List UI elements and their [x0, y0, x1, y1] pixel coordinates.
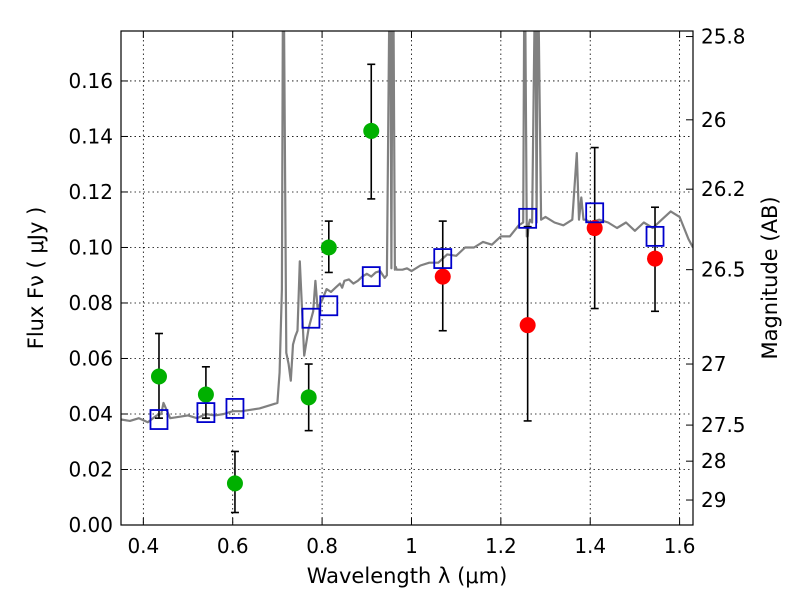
y-axis-label: Flux Fν ( μJy )	[24, 207, 48, 350]
green-data-point	[197, 386, 214, 403]
x-tick-label: 1	[405, 534, 418, 558]
x-tick-label: 1.6	[664, 534, 696, 558]
y-tick-label: 0.14	[68, 124, 113, 148]
y-tick-label: 0.12	[68, 180, 113, 204]
axis-ticks: 0.4 0.6 0.8 1 1.2 1.4 1.6 0.00 0.02 0.04 0.06 0.08 0…	[68, 25, 745, 558]
y2-tick-label: 27	[701, 352, 726, 376]
model-photometry-square	[433, 248, 453, 269]
x-tick-label: 0.4	[127, 534, 159, 558]
red-data-point	[519, 317, 536, 334]
model-photometry-square	[225, 398, 245, 419]
x-axis-label: Wavelength λ (μm)	[307, 564, 508, 588]
y2-tick-label: 26.2	[701, 177, 746, 201]
red-data-point	[434, 268, 451, 285]
green-data-point	[300, 389, 317, 406]
y-tick-label: 0.04	[68, 402, 113, 426]
y-tick-label: 0.02	[68, 457, 113, 481]
y2-tick-label: 28	[701, 449, 726, 473]
model-photometry-square	[645, 225, 665, 247]
model-photometry-square	[518, 207, 538, 229]
x-tick-label: 0.6	[217, 534, 249, 558]
y2-tick-label: 27.5	[701, 413, 746, 437]
model-photometry-square	[319, 295, 339, 317]
green-data-point	[226, 475, 243, 492]
model-photometry-square	[301, 307, 321, 329]
model-photometry-square	[361, 266, 381, 288]
red-data-point	[586, 220, 603, 237]
y2-axis-label: Magnitude (AB)	[758, 196, 782, 359]
y2-tick-label: 26	[701, 108, 726, 132]
x-tick-label: 1.4	[574, 534, 606, 558]
green-data-point	[363, 122, 380, 139]
y2-tick-label: 25.8	[701, 25, 746, 49]
red-data-point	[647, 250, 664, 267]
model-photometry-square	[585, 202, 605, 224]
y-tick-label: 0.06	[68, 346, 113, 370]
y2-tick-label: 29	[701, 488, 726, 512]
y-tick-label: 0.10	[68, 235, 113, 259]
x-tick-label: 0.8	[306, 534, 338, 558]
y-tick-label: 0.08	[68, 291, 113, 315]
y-tick-label: 0.16	[68, 69, 113, 93]
x-tick-label: 1.2	[485, 534, 517, 558]
plot-frame	[120, 30, 694, 526]
y-tick-label: 0.00	[68, 513, 113, 537]
plot-area	[121, 31, 693, 514]
green-data-point	[320, 239, 337, 256]
spectrum-line	[121, 31, 693, 424]
y2-tick-label: 26.5	[701, 258, 746, 282]
green-data-point	[150, 368, 167, 385]
model-photometry-square	[149, 409, 169, 430]
data-markers	[149, 63, 665, 514]
model-photometry-square	[196, 402, 216, 424]
